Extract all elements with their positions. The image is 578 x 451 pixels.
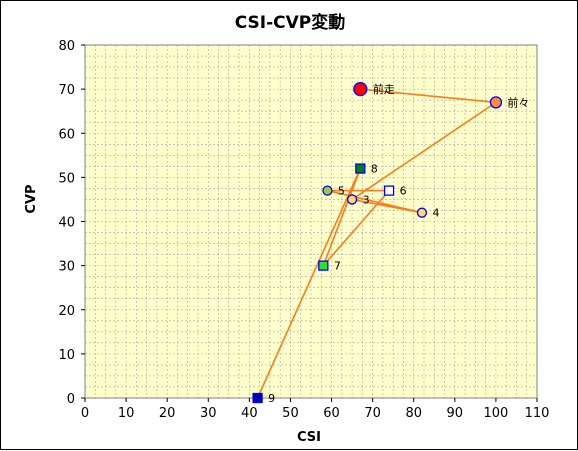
x-tick-label: 60	[323, 406, 340, 421]
data-point-label: 前々	[507, 95, 529, 109]
y-tick-label: 0	[67, 392, 75, 407]
x-tick-label: 0	[81, 406, 89, 421]
data-point-marker	[355, 163, 366, 174]
data-point-label: 6	[400, 185, 407, 198]
data-point-label: 4	[432, 207, 439, 220]
chart-title: CSI-CVP変動	[235, 12, 346, 33]
x-tick-label: 40	[241, 406, 258, 421]
data-point-label: 7	[334, 260, 341, 273]
x-tick-label: 80	[405, 406, 422, 421]
x-tick-label: 50	[282, 406, 299, 421]
x-tick-label: 10	[118, 406, 135, 421]
data-point-marker	[318, 260, 329, 271]
x-tick-label: 90	[447, 406, 464, 421]
y-tick-label: 40	[58, 216, 75, 231]
x-tick-label: 110	[525, 406, 550, 421]
x-tick-label: 70	[364, 406, 381, 421]
y-tick-label: 80	[58, 39, 75, 54]
y-tick-label: 50	[58, 171, 75, 186]
x-tick-label: 100	[483, 406, 508, 421]
y-tick-label: 20	[58, 304, 75, 319]
plot-area: 0 10 20 30 40 50 60 70 80 90 100 110 0 10 20 30 40 50 60 70…	[58, 39, 549, 421]
x-tick-label: 20	[159, 406, 176, 421]
data-point-label: 8	[371, 163, 378, 176]
data-point-marker	[322, 185, 333, 196]
y-tick-label: 30	[58, 260, 75, 275]
x-axis-label: CSI	[297, 430, 321, 445]
data-point-label: 3	[363, 193, 370, 206]
data-point-marker	[489, 96, 503, 109]
data-point-marker	[353, 81, 368, 97]
data-point-marker	[416, 207, 428, 218]
data-point-label: 前走	[373, 82, 395, 96]
y-tick-label: 70	[58, 83, 75, 98]
data-point-label: 5	[338, 185, 345, 198]
y-tick-label: 10	[58, 348, 75, 363]
data-point-label: 9	[268, 392, 275, 405]
y-axis-label: CVP	[24, 184, 39, 213]
data-point-marker	[383, 185, 395, 196]
data-point-marker	[252, 392, 263, 404]
y-tick-label: 60	[58, 127, 75, 142]
x-tick-label: 30	[200, 406, 217, 421]
data-point-marker	[346, 194, 358, 205]
